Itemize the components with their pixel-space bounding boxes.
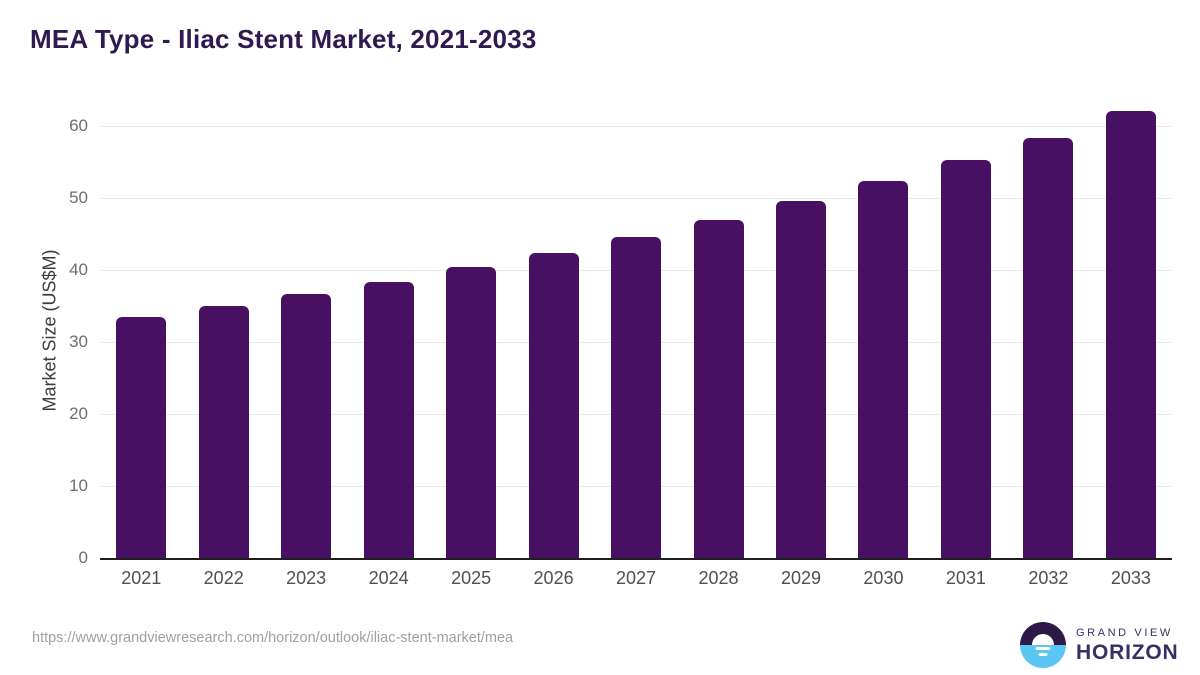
x-tick-label: 2024 — [368, 568, 409, 588]
x-tick-label: 2033 — [1110, 568, 1151, 588]
bar — [1105, 110, 1156, 558]
bar-slot — [925, 90, 1007, 558]
bar — [940, 159, 991, 558]
y-tick-label: 0 — [78, 548, 88, 567]
bar — [611, 236, 662, 558]
x-tick-label: 2030 — [863, 568, 904, 588]
logo-sea-half — [1020, 645, 1066, 668]
logo-reflection-line — [1038, 653, 1048, 656]
x-tick-label: 2022 — [203, 568, 244, 588]
gridline — [100, 125, 1172, 127]
bar-slot — [100, 90, 182, 558]
x-tick-label: 2021 — [121, 568, 162, 588]
brand-logo: GRAND VIEW HORIZON — [1020, 622, 1178, 668]
gridline — [100, 197, 1172, 199]
y-tick-label: 60 — [69, 116, 88, 135]
x-tick-label: 2025 — [451, 568, 492, 588]
bar-slot — [677, 90, 759, 558]
logo-reflection-line — [1035, 647, 1051, 650]
source-url: https://www.grandviewresearch.com/horizo… — [32, 630, 514, 646]
bar-slot — [182, 90, 264, 558]
bar-slot — [265, 90, 347, 558]
bar — [116, 316, 167, 558]
bar — [858, 180, 909, 558]
chart-title: MEA Type - Iliac Stent Market, 2021-2033 — [30, 24, 537, 54]
bar-slot — [1007, 90, 1089, 558]
logo-sky-half — [1020, 622, 1066, 645]
bar-slot — [512, 90, 594, 558]
y-tick-label: 10 — [69, 476, 88, 495]
x-tick-label: 2027 — [616, 568, 657, 588]
bar-slot — [430, 90, 512, 558]
bar — [775, 200, 826, 558]
bar-slot — [347, 90, 429, 558]
bar-slot — [595, 90, 677, 558]
bar — [446, 267, 497, 558]
bar — [1023, 138, 1074, 558]
bar — [363, 281, 414, 558]
bar-slot — [760, 90, 842, 558]
logo-sun-icon — [1032, 634, 1054, 645]
bar — [693, 220, 744, 558]
bar-slot — [1090, 90, 1172, 558]
x-tick-label: 2031 — [945, 568, 986, 588]
logo-brand-line2: HORIZON — [1076, 640, 1179, 664]
x-tick-label: 2029 — [780, 568, 821, 588]
y-tick-label: 20 — [69, 404, 88, 423]
y-axis-ticks: 0 10 20 30 40 50 60 — [0, 90, 88, 567]
x-axis-labels: 2021 2022 2023 2024 2025 2026 2027 2028 2029 2030… — [100, 568, 1172, 589]
logo-wordmark: GRAND VIEW HORIZON — [1076, 626, 1179, 664]
x-tick-label: 2026 — [533, 568, 574, 588]
grand-view-horizon-logo-icon — [1020, 622, 1066, 668]
x-tick-label: 2032 — [1028, 568, 1069, 588]
y-tick-label: 30 — [69, 332, 88, 351]
plot-area — [100, 90, 1172, 560]
bar — [528, 252, 579, 558]
y-tick-label: 50 — [69, 188, 88, 207]
x-tick-label: 2028 — [698, 568, 739, 588]
x-tick-label: 2023 — [286, 568, 327, 588]
bars-row — [100, 90, 1172, 558]
logo-brand-line1: GRAND VIEW — [1076, 626, 1173, 639]
bar — [281, 294, 332, 558]
y-tick-label: 40 — [69, 260, 88, 279]
bar-slot — [842, 90, 924, 558]
bar — [198, 306, 249, 558]
